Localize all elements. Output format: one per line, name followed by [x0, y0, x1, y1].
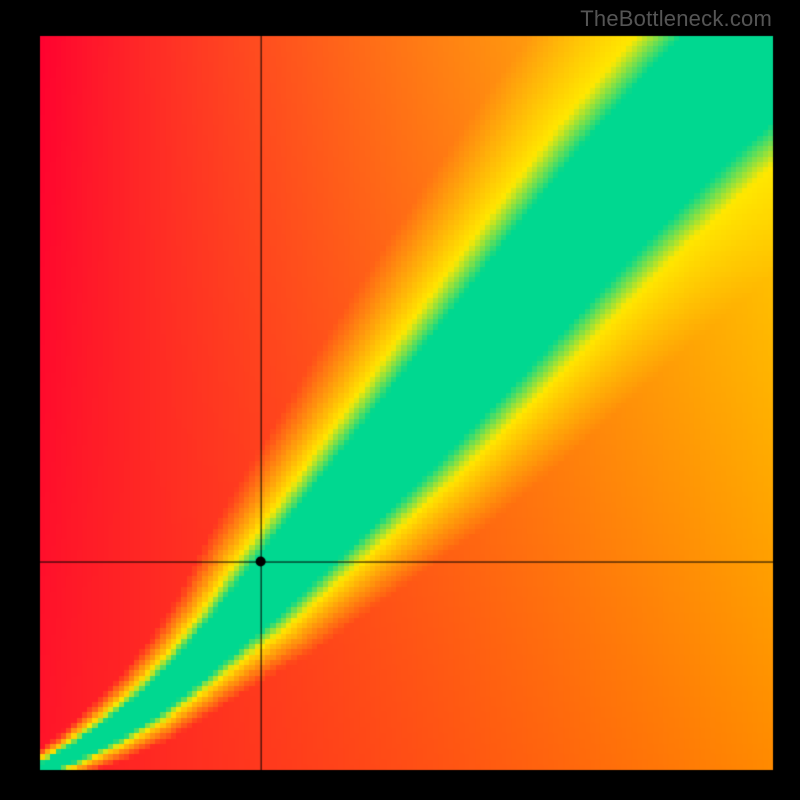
- watermark-text: TheBottleneck.com: [580, 6, 772, 32]
- bottleneck-heatmap: [0, 0, 800, 800]
